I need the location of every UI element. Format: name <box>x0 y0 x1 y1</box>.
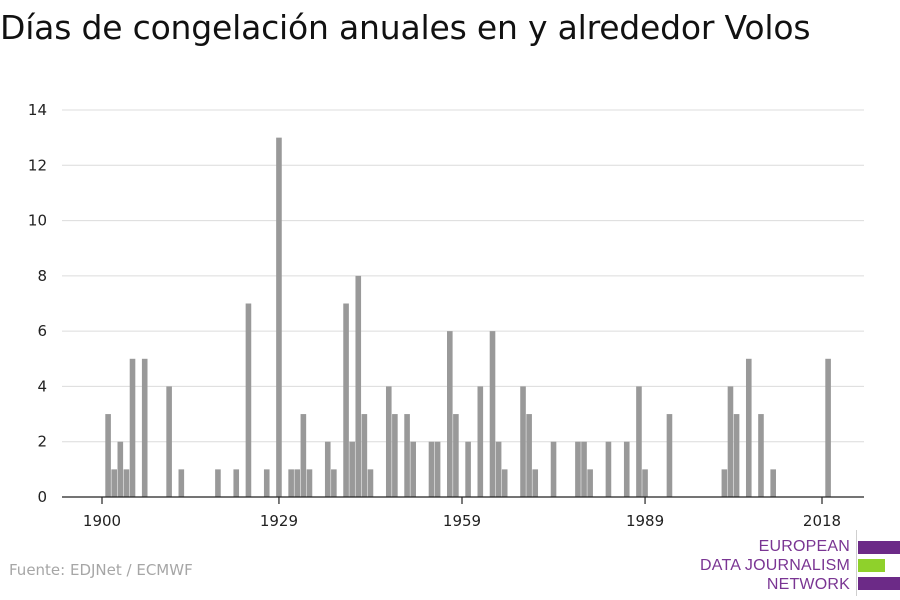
bar <box>105 414 111 497</box>
bar <box>642 469 648 497</box>
bar <box>623 441 630 497</box>
bar <box>141 358 148 497</box>
y-tick-label: 12 <box>28 156 47 174</box>
bar <box>361 414 368 497</box>
y-tick-label: 2 <box>37 433 47 451</box>
gridlines <box>62 109 864 443</box>
bar <box>123 469 130 497</box>
bar <box>276 137 282 497</box>
bar <box>550 441 557 497</box>
chart-title: Días de congelación anuales en y alreded… <box>0 8 811 47</box>
bar <box>605 441 612 497</box>
bar <box>300 414 307 497</box>
bar <box>465 441 471 497</box>
logo-bar-purple-bottom <box>858 577 900 590</box>
x-tick-label: 1989 <box>626 512 664 530</box>
y-axis-ticks: 0 2 4 6 8 10 12 14 <box>28 101 47 506</box>
bar <box>343 303 349 497</box>
y-tick-label: 0 <box>37 488 47 506</box>
bar <box>434 441 441 497</box>
bar <box>294 469 301 497</box>
bar <box>331 469 337 497</box>
bar <box>825 358 831 497</box>
bar <box>666 414 673 497</box>
bar <box>636 386 642 497</box>
x-tick-label: 1900 <box>83 512 121 530</box>
logo-bar-purple-top <box>858 541 900 554</box>
logo-divider <box>856 530 857 596</box>
bar <box>404 414 410 497</box>
bar <box>495 441 502 497</box>
bar <box>721 469 728 497</box>
x-tick-label: 1929 <box>260 512 298 530</box>
x-tick-label: 2018 <box>803 512 841 530</box>
x-axis-ticks: 1900 1929 1959 1989 2018 <box>83 497 841 530</box>
bar <box>349 441 355 497</box>
bars <box>105 137 831 497</box>
edjnet-logo: EUROPEAN DATA JOURNALISM NETWORK <box>700 528 900 600</box>
bar <box>392 414 398 497</box>
bar <box>581 441 587 497</box>
bar <box>520 386 526 497</box>
bar <box>385 386 392 497</box>
bar <box>477 386 484 497</box>
y-tick-label: 6 <box>37 322 47 340</box>
bar <box>233 469 240 497</box>
bar <box>453 414 459 497</box>
bar <box>245 303 252 497</box>
bar <box>770 469 776 497</box>
y-tick-label: 8 <box>37 267 47 285</box>
bar <box>306 469 313 497</box>
bar <box>428 441 435 497</box>
bar <box>355 275 362 497</box>
bar <box>745 358 752 497</box>
y-tick-label: 4 <box>37 377 47 395</box>
bar <box>178 469 185 497</box>
bar <box>447 331 453 497</box>
bar <box>324 441 331 497</box>
logo-line-1: EUROPEAN <box>758 538 850 555</box>
bar <box>526 414 532 497</box>
bar <box>117 441 124 497</box>
bar <box>501 469 508 497</box>
bar <box>758 414 764 497</box>
bar <box>215 469 221 497</box>
bar <box>367 469 374 497</box>
y-tick-label: 14 <box>28 101 47 119</box>
bar <box>587 469 593 497</box>
bar <box>727 386 734 497</box>
bar <box>111 469 117 497</box>
logo-line-2: DATA JOURNALISM <box>700 557 850 574</box>
bar <box>263 469 270 497</box>
x-tick-label: 1959 <box>443 512 481 530</box>
source-note: Fuente: EDJNet / ECMWF <box>9 561 193 579</box>
bar <box>489 331 496 497</box>
bar <box>288 469 294 497</box>
bar <box>532 469 539 497</box>
bar <box>129 358 136 497</box>
logo-line-3: NETWORK <box>766 576 850 593</box>
bar <box>410 441 416 497</box>
bar <box>575 441 581 497</box>
bar <box>733 414 740 497</box>
y-tick-label: 10 <box>28 212 47 230</box>
bar <box>166 386 172 497</box>
logo-bar-green <box>858 559 885 572</box>
